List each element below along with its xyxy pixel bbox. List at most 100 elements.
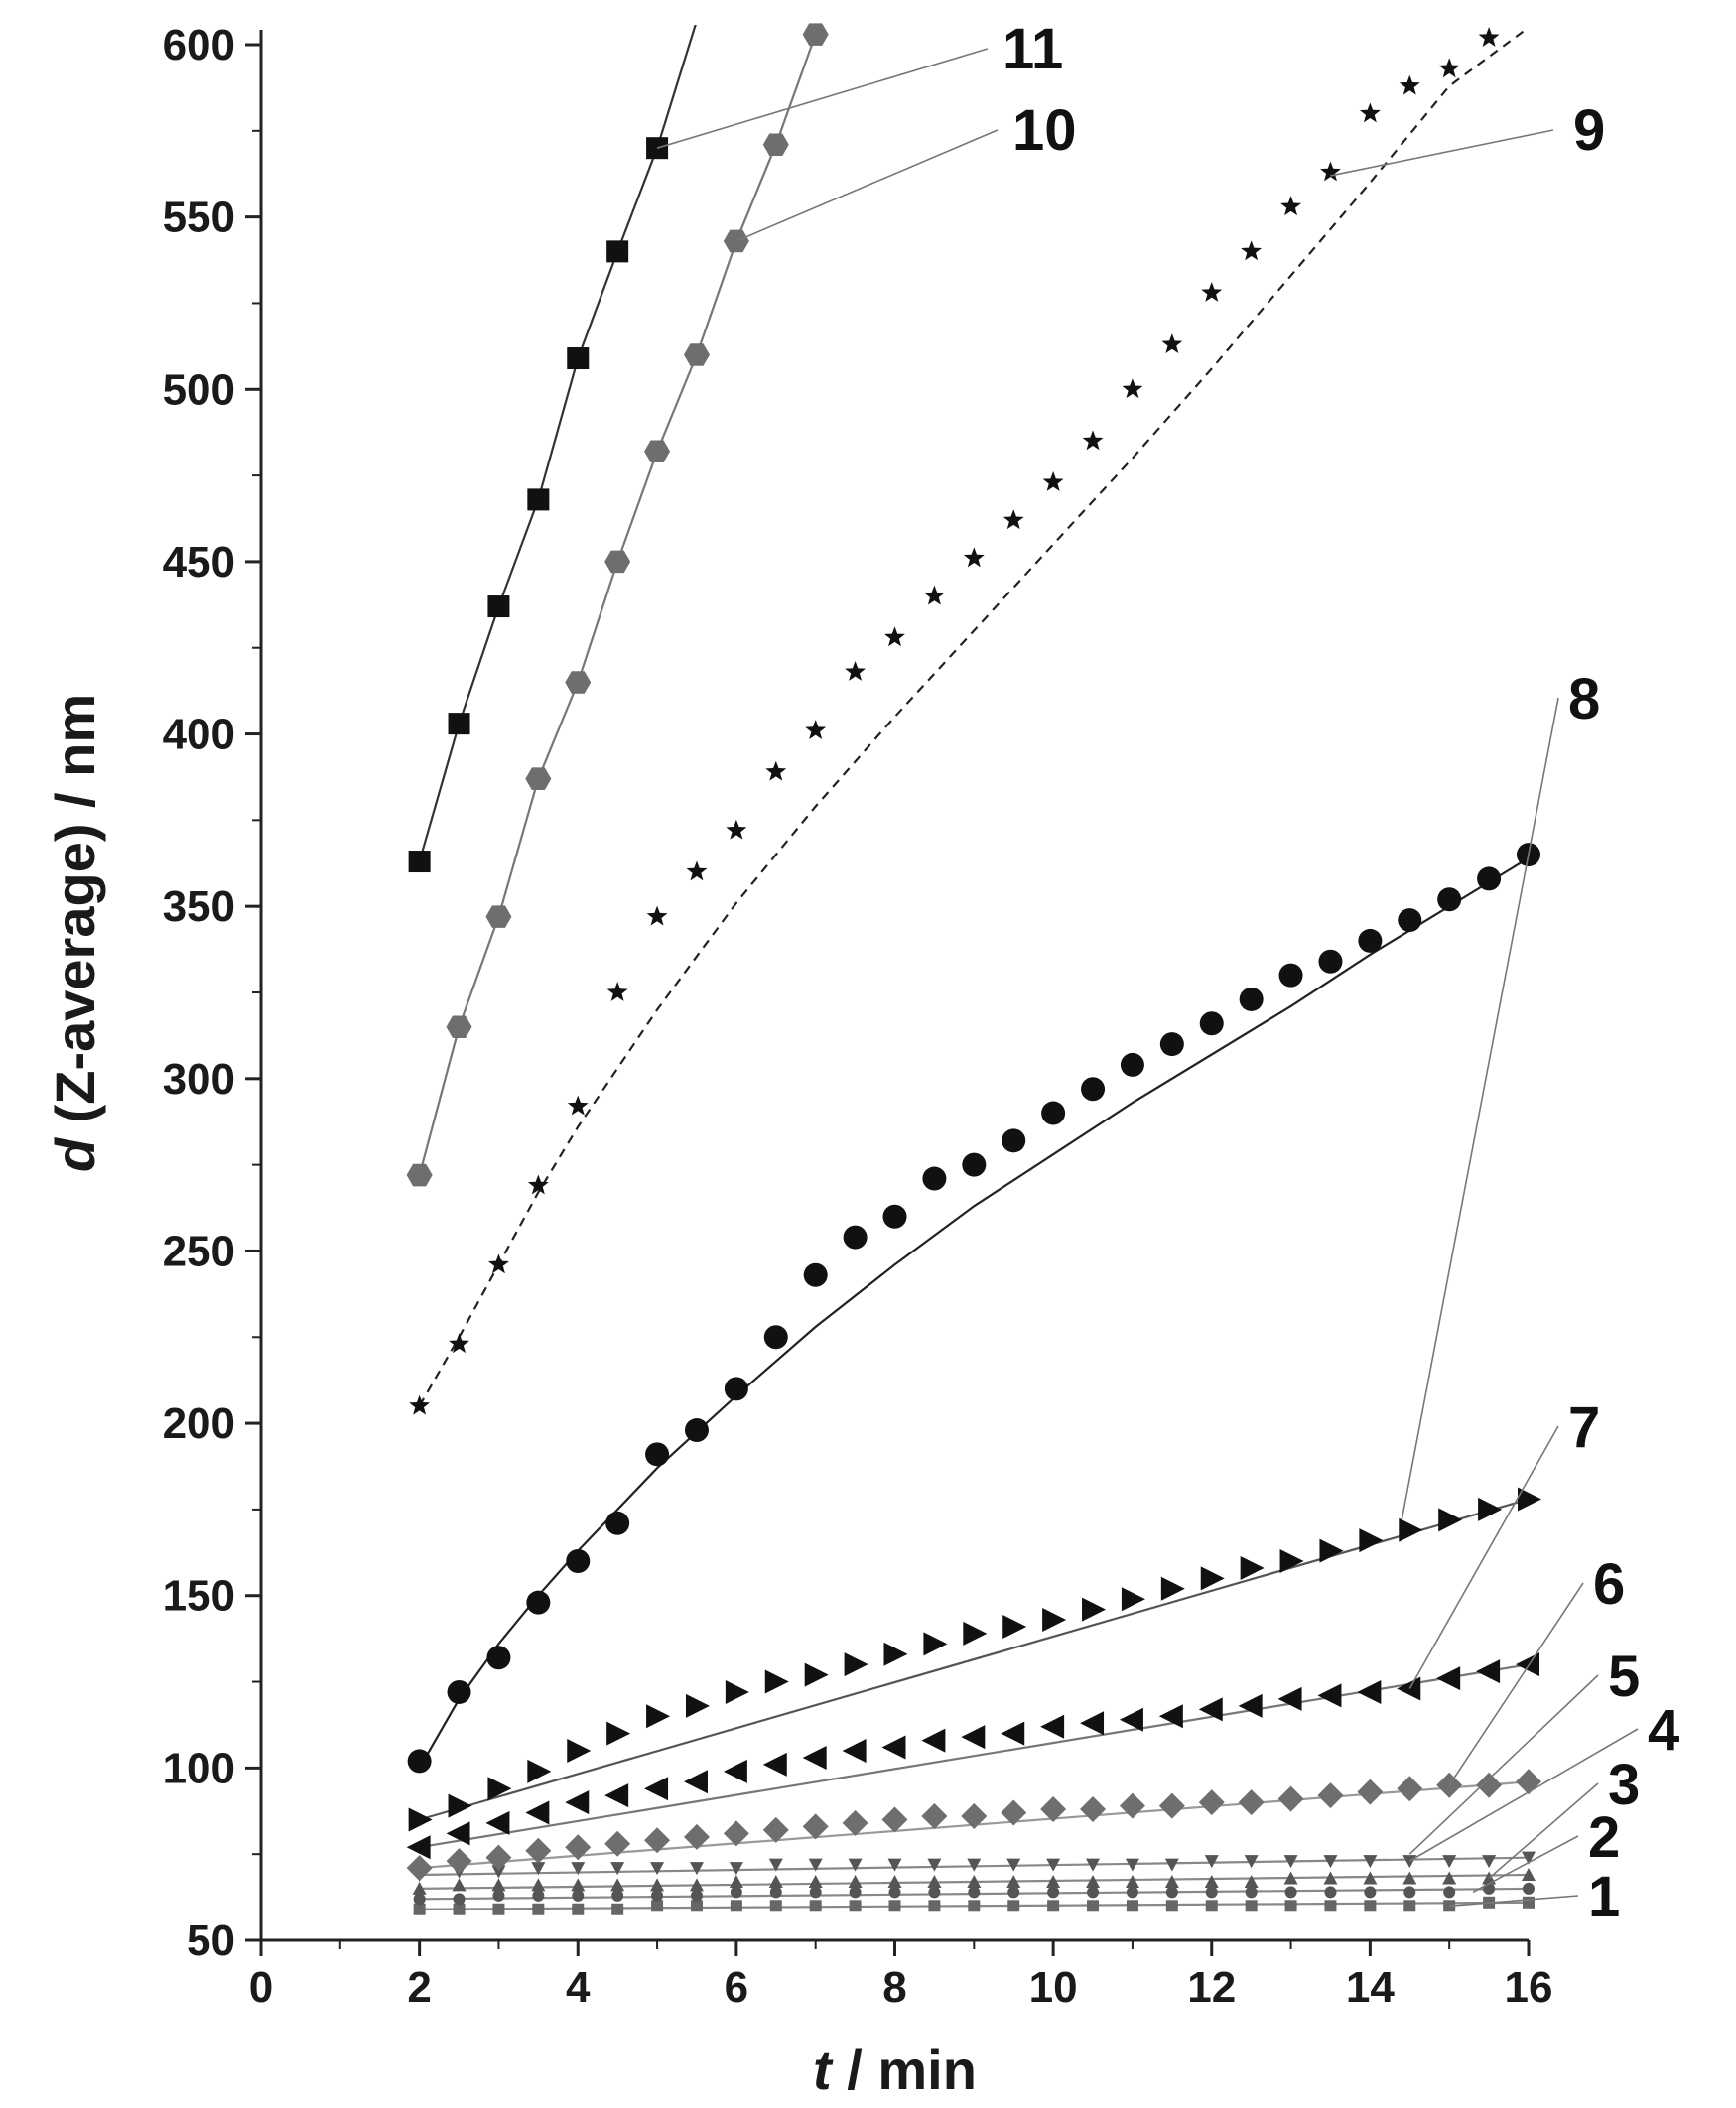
series-10-fit-line bbox=[418, 34, 817, 1176]
series-4-point bbox=[1402, 1855, 1417, 1869]
series-7-point bbox=[725, 1679, 749, 1704]
series-5-point bbox=[485, 1844, 512, 1871]
series-9-point bbox=[923, 585, 945, 605]
series-8-point bbox=[1239, 987, 1264, 1011]
series-7-point bbox=[646, 1704, 671, 1729]
series-1-point bbox=[1523, 1896, 1535, 1909]
series-8-point bbox=[407, 1749, 432, 1774]
series-11-point bbox=[408, 851, 431, 873]
series-5-point bbox=[1119, 1792, 1145, 1819]
series-8-point bbox=[645, 1442, 670, 1467]
series-6-point bbox=[1476, 1659, 1501, 1684]
series-5-point bbox=[1001, 1799, 1027, 1826]
x-tick-label: 4 bbox=[566, 1963, 591, 2012]
series-4-point bbox=[808, 1858, 823, 1872]
series-5-point bbox=[802, 1813, 829, 1840]
series-1-point bbox=[928, 1900, 941, 1912]
series-9-point bbox=[1082, 430, 1104, 451]
x-axis-unit: / min bbox=[832, 2039, 977, 2101]
series-8-point bbox=[447, 1679, 471, 1704]
series-5-point bbox=[525, 1837, 552, 1864]
series-10-label: 10 bbox=[1012, 98, 1077, 163]
series-2-point bbox=[1324, 1886, 1337, 1899]
series-5-point bbox=[565, 1834, 592, 1861]
series-9-point bbox=[1478, 27, 1500, 47]
series-10-point bbox=[762, 133, 789, 156]
series-5-point bbox=[1476, 1772, 1503, 1798]
series-4-point bbox=[887, 1858, 902, 1872]
series-8-point bbox=[566, 1549, 591, 1573]
series-7-point bbox=[1319, 1538, 1344, 1563]
series-3-point bbox=[650, 1878, 665, 1892]
series-4-point bbox=[1086, 1858, 1101, 1872]
series-1-point bbox=[1403, 1900, 1416, 1912]
y-tick-label: 50 bbox=[187, 1916, 235, 1965]
y-tick-label: 600 bbox=[163, 21, 235, 69]
series-7-point bbox=[408, 1807, 433, 1832]
series-5-point bbox=[1198, 1789, 1225, 1816]
series-9-point bbox=[527, 1174, 549, 1195]
series-1-point bbox=[888, 1900, 901, 1912]
series-2-point bbox=[1047, 1886, 1060, 1899]
series-1-point bbox=[453, 1903, 466, 1915]
series-3-point bbox=[1164, 1874, 1179, 1888]
series-7-label: 7 bbox=[1568, 1395, 1600, 1460]
series-10-point bbox=[406, 1163, 433, 1187]
series-10-point bbox=[525, 767, 552, 790]
series-8-point bbox=[803, 1262, 828, 1287]
series-3-point bbox=[927, 1874, 942, 1888]
series-9-point bbox=[1399, 74, 1420, 95]
y-axis-variable: d bbox=[44, 1136, 106, 1172]
series-8-point bbox=[1318, 949, 1343, 974]
series-4-leader bbox=[1408, 1728, 1639, 1862]
series-9-point bbox=[1122, 378, 1143, 399]
series-2-point bbox=[730, 1886, 742, 1899]
series-3-point bbox=[689, 1878, 704, 1892]
series-3-point bbox=[1323, 1871, 1338, 1885]
y-axis-title: d (Z-average) / nm bbox=[44, 694, 106, 1172]
series-10-point bbox=[446, 1015, 472, 1038]
series-5-point bbox=[446, 1848, 472, 1875]
series-8-point bbox=[1477, 866, 1502, 891]
x-tick-label: 14 bbox=[1346, 1963, 1395, 2012]
label-leaders bbox=[656, 48, 1639, 1908]
series-9-label: 9 bbox=[1573, 98, 1605, 163]
series-6-point bbox=[1317, 1683, 1342, 1708]
series-7-point bbox=[1042, 1608, 1067, 1633]
series-6-point bbox=[1198, 1697, 1223, 1722]
series-2-point bbox=[1087, 1886, 1100, 1899]
series-4-point bbox=[689, 1862, 704, 1876]
series-5-point bbox=[1158, 1792, 1185, 1819]
series-5-point bbox=[1357, 1779, 1384, 1805]
x-tick-label: 8 bbox=[882, 1963, 906, 2012]
series-8-point bbox=[922, 1166, 947, 1191]
series-2-point bbox=[690, 1889, 703, 1902]
series-11-fit-line bbox=[418, 25, 697, 862]
series-1-point bbox=[1245, 1900, 1258, 1912]
series-8-fit-line bbox=[418, 856, 1530, 1769]
series-3-point bbox=[1204, 1874, 1219, 1888]
series-7-point bbox=[1438, 1508, 1463, 1532]
series-3-point bbox=[768, 1874, 783, 1888]
series-9-point bbox=[1438, 58, 1460, 78]
series-3-point bbox=[848, 1874, 863, 1888]
series-3-point bbox=[452, 1878, 467, 1892]
series-1-point bbox=[1205, 1900, 1218, 1912]
series-3-point bbox=[412, 1881, 427, 1895]
series-2-point bbox=[1165, 1886, 1178, 1899]
x-tick-label: 6 bbox=[725, 1963, 748, 2012]
series-4-point bbox=[1125, 1858, 1139, 1872]
x-axis-variable: t bbox=[813, 2039, 834, 2101]
series-10-point bbox=[565, 671, 592, 694]
series-2-point bbox=[1523, 1882, 1535, 1895]
series-4-point bbox=[571, 1862, 586, 1876]
series-8-label: 8 bbox=[1568, 667, 1600, 731]
series-4-point bbox=[1204, 1855, 1219, 1869]
series-10-point bbox=[683, 343, 710, 366]
series-9-point bbox=[606, 982, 628, 1001]
series-1-point bbox=[492, 1903, 505, 1915]
series-3-point bbox=[1006, 1874, 1021, 1888]
series-8-leader bbox=[1401, 697, 1559, 1520]
series-7-point bbox=[487, 1777, 512, 1801]
series-7-point bbox=[1518, 1487, 1541, 1512]
